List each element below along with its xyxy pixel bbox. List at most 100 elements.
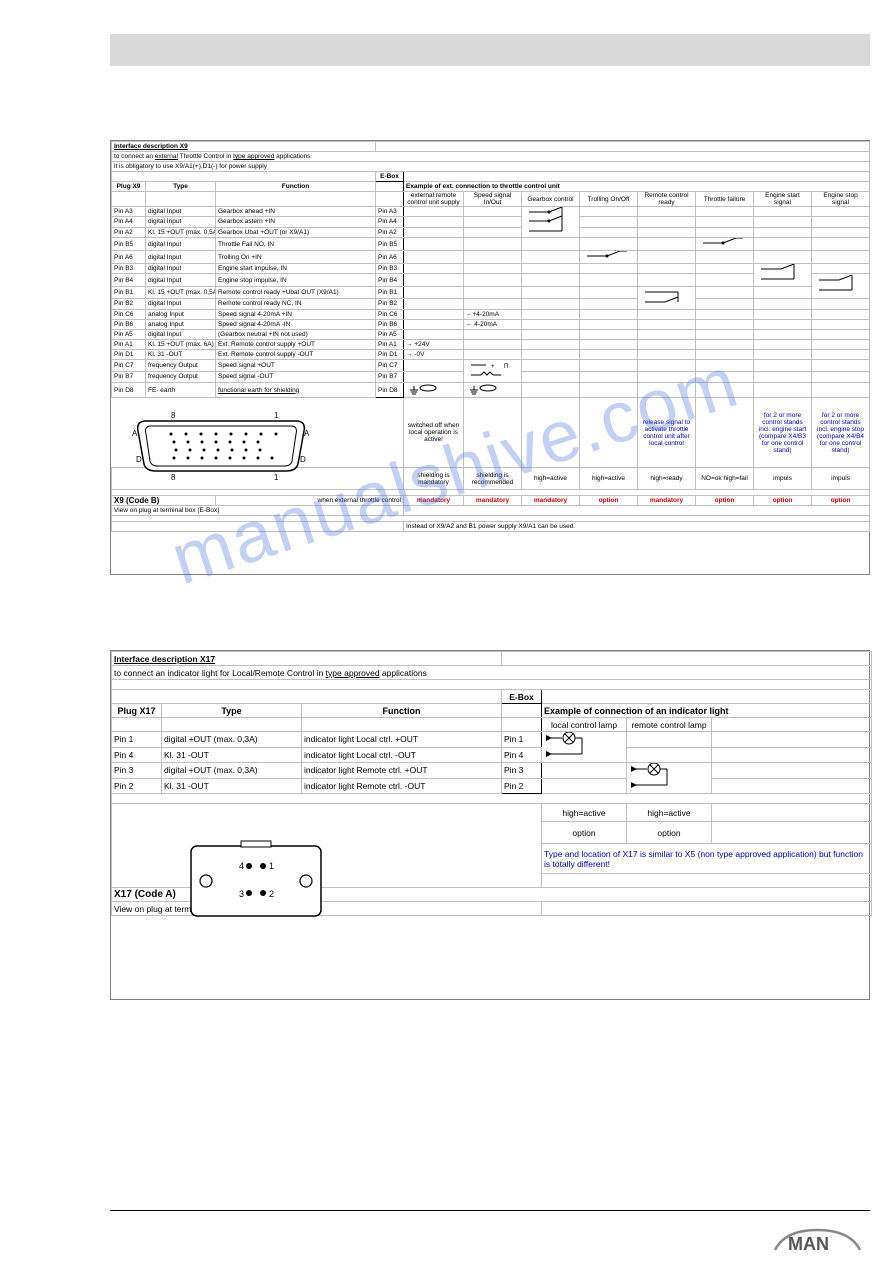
ebox-pin: Pin B5 [376,238,404,251]
ebox-pin: Pin A3 [376,207,404,217]
type: digital Input [146,251,216,264]
ebox-pin: Pin C6 [376,310,404,320]
switch-icon [580,251,638,264]
type: frequency Output [146,360,216,372]
x9-title: Interface description X9 [112,142,376,152]
x9-subtitle: to connect an external Throttle Control … [112,152,870,162]
func: Speed signal 4-20mA +IN [216,310,376,320]
ebox-pin: Pin D8 [376,383,404,398]
svg-text:D: D [136,455,142,464]
sig-col-3: Trolling On/Off [580,192,638,207]
lamp-icon [627,763,712,794]
type-header: Type [162,704,302,718]
option: option [627,822,712,844]
pin: Pin D8 [112,383,146,398]
option: option [542,822,627,844]
ground-icon [464,383,522,398]
svg-text:3: 3 [239,889,244,899]
switch-icon [638,287,696,310]
pin: Pin B7 [112,371,146,383]
note: shielding is recommended [464,468,522,490]
view-note: View on plug at terminal box (E-Box) [112,506,404,516]
col-remote: remote control lamp [627,718,712,732]
svg-text:1: 1 [269,861,274,871]
sig-text: → +24V [404,340,464,350]
svg-text:+: + [491,364,495,370]
func: Speed signal 4-20mA -IN [216,320,376,330]
ebox-pin: Pin B6 [376,320,404,330]
ebox-pin: Pin A4 [376,217,404,227]
ebox-pin: Pin B7 [376,371,404,383]
func: Gearbox ahead +IN [216,207,376,217]
note: high=active [580,468,638,490]
mandatory: mandatory [638,496,696,506]
example-header: Example of connection of an indicator li… [542,704,872,718]
func: Ext. Remote control supply -OUT [216,350,376,360]
function-header: Function [302,704,502,718]
pin: Pin A1 [112,340,146,350]
type: Kl. 15 +OUT (max. 0,5A) [146,287,216,299]
pin: Pin B1 [112,287,146,299]
sig-col-4: Remote control ready [638,192,696,207]
x17-title: Interface description X17 [112,652,502,666]
sig-col-5: Throttle failure [696,192,754,207]
pin: Pin 4 [112,747,162,763]
col-local: local control lamp [542,718,627,732]
note: switched off when local operation is act… [404,398,464,468]
note: high=ready [638,468,696,490]
svg-text:1: 1 [274,411,279,420]
type: digital Input [146,217,216,227]
mandatory: mandatory [464,496,522,506]
func: Gearbox astern +IN [216,217,376,227]
ebox-pin: Pin A6 [376,251,404,264]
high-active: high=active [542,804,627,822]
type: Kl. 31 -OUT [146,350,216,360]
note: impuls [812,468,870,490]
ebox-pin: Pin 4 [502,747,542,763]
ebox-pin: Pin D1 [376,350,404,360]
ebox-pin: Pin 1 [502,732,542,748]
type: digital +OUT (max. 0,3A) [162,732,302,748]
svg-text:MAN: MAN [788,1234,829,1254]
svg-text:8: 8 [171,411,176,420]
option: option [580,496,638,506]
type: digital Input [146,330,216,340]
pulse-icon: +Π [464,360,522,383]
func: Engine stop impulse, IN [216,274,376,287]
type: Kl. 31 -OUT [162,778,302,794]
section-x9: Interface description X9 to connect an e… [110,140,870,575]
type: analog Input [146,320,216,330]
ground-icon [404,383,464,398]
note: for 2 or more control stands incl. engin… [812,398,870,468]
type: digital Input [146,238,216,251]
func: Engine start impulse, IN [216,264,376,274]
svg-text:2: 2 [269,889,274,899]
ebox-pin: Pin B3 [376,264,404,274]
type: digital Input [146,298,216,310]
type: digital +OUT (max. 0,3A) [162,763,302,779]
sig-col-2: Gearbox control [522,192,580,207]
ebox-pin: Pin A1 [376,340,404,350]
section-x17: Interface description X17 to connect an … [110,650,870,1000]
pin: Pin C6 [112,310,146,320]
footer-line [110,1210,870,1211]
type: FE- earth [146,383,216,398]
svg-text:D: D [300,455,306,464]
func: Ext. Remote control supply +OUT [216,340,376,350]
pin: Pin 1 [112,732,162,748]
sig-col-6: Engine start signal [754,192,812,207]
sig-text: ← 4-20mA [464,320,522,330]
ebox-pin: Pin 2 [502,778,542,794]
func: Trolling On +IN [216,251,376,264]
mandatory: mandatory [404,496,464,506]
ebox-pin: Pin 3 [502,763,542,779]
func: Remote control ready +Ubat OUT (X9/A1) [216,287,376,299]
pin: Pin B5 [112,238,146,251]
type: digital Input [146,264,216,274]
ebox-pin: Pin B2 [376,298,404,310]
option: option [812,496,870,506]
ebox-pin: Pin B4 [376,274,404,287]
svg-text:Π: Π [504,364,508,370]
code-note: when external throttle control [216,496,404,506]
function-header: Function [216,182,376,192]
